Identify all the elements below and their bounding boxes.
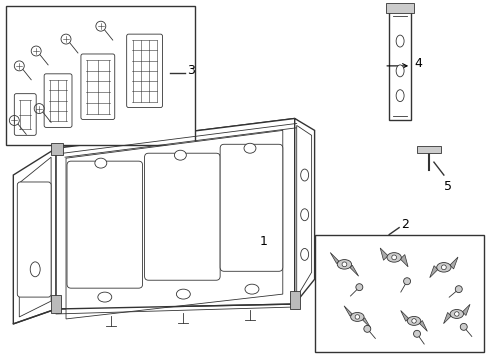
Ellipse shape xyxy=(174,150,186,160)
Ellipse shape xyxy=(337,260,352,269)
Bar xyxy=(51,143,63,155)
Ellipse shape xyxy=(95,158,107,168)
Circle shape xyxy=(392,255,396,260)
Polygon shape xyxy=(297,125,312,297)
Circle shape xyxy=(441,265,446,270)
FancyBboxPatch shape xyxy=(67,161,143,288)
FancyBboxPatch shape xyxy=(14,94,36,135)
Ellipse shape xyxy=(407,316,421,325)
Polygon shape xyxy=(56,118,294,309)
Polygon shape xyxy=(400,255,408,267)
FancyBboxPatch shape xyxy=(220,144,283,271)
Polygon shape xyxy=(419,320,427,331)
Text: 1: 1 xyxy=(260,235,268,248)
Polygon shape xyxy=(66,130,283,319)
Polygon shape xyxy=(330,252,339,264)
Ellipse shape xyxy=(450,310,464,319)
Text: 4: 4 xyxy=(414,57,422,71)
Circle shape xyxy=(414,330,420,337)
Bar xyxy=(315,235,484,352)
Polygon shape xyxy=(344,306,352,316)
Text: 3: 3 xyxy=(187,64,195,77)
Circle shape xyxy=(455,286,462,293)
Ellipse shape xyxy=(396,90,404,102)
Ellipse shape xyxy=(351,312,364,321)
Circle shape xyxy=(455,312,459,316)
Ellipse shape xyxy=(301,248,309,260)
FancyBboxPatch shape xyxy=(145,153,220,280)
Polygon shape xyxy=(380,248,388,260)
FancyBboxPatch shape xyxy=(44,74,72,127)
Polygon shape xyxy=(430,266,438,278)
Circle shape xyxy=(355,315,360,319)
Polygon shape xyxy=(363,318,370,328)
Circle shape xyxy=(412,319,416,323)
Bar xyxy=(417,146,441,153)
Polygon shape xyxy=(450,257,458,269)
Polygon shape xyxy=(13,148,56,324)
Polygon shape xyxy=(443,312,451,324)
Text: 2: 2 xyxy=(401,218,409,231)
Ellipse shape xyxy=(98,292,112,302)
Circle shape xyxy=(364,325,371,332)
Ellipse shape xyxy=(396,35,404,47)
Circle shape xyxy=(460,323,467,330)
FancyBboxPatch shape xyxy=(17,182,51,297)
Ellipse shape xyxy=(244,143,256,153)
Ellipse shape xyxy=(437,262,451,272)
Circle shape xyxy=(404,278,411,285)
Bar xyxy=(386,3,414,13)
Ellipse shape xyxy=(176,289,190,299)
Ellipse shape xyxy=(301,209,309,221)
Ellipse shape xyxy=(301,169,309,181)
Polygon shape xyxy=(294,118,315,304)
FancyBboxPatch shape xyxy=(127,34,163,108)
Polygon shape xyxy=(350,265,359,276)
Ellipse shape xyxy=(30,262,40,277)
Polygon shape xyxy=(463,304,470,315)
Circle shape xyxy=(342,262,347,267)
Text: 5: 5 xyxy=(444,180,452,193)
Circle shape xyxy=(356,284,363,291)
Ellipse shape xyxy=(396,65,404,77)
Bar xyxy=(51,295,61,313)
Bar xyxy=(389,11,411,121)
Ellipse shape xyxy=(387,253,401,262)
Ellipse shape xyxy=(245,284,259,294)
Polygon shape xyxy=(401,310,409,321)
Polygon shape xyxy=(19,157,51,317)
Polygon shape xyxy=(56,118,310,157)
Bar xyxy=(290,291,300,309)
Bar xyxy=(6,6,196,145)
FancyBboxPatch shape xyxy=(81,54,115,120)
